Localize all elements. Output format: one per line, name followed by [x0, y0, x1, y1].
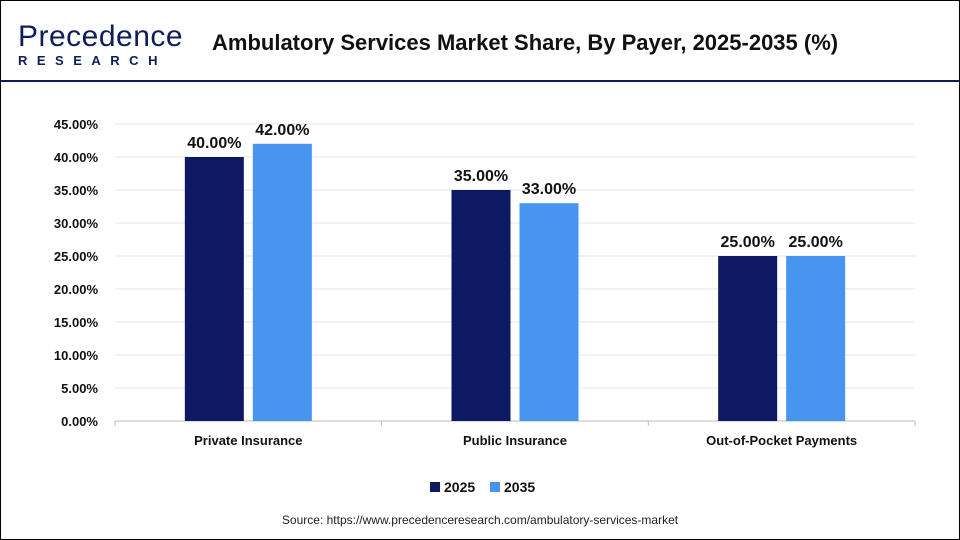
- data-label: 42.00%: [255, 122, 309, 139]
- y-tick-label: 5.00%: [61, 381, 98, 396]
- x-tick-label: Public Insurance: [463, 433, 567, 448]
- bar-2025: [451, 190, 511, 421]
- y-tick-label: 0.00%: [61, 414, 98, 429]
- legend-swatch-2035: [490, 482, 500, 492]
- source-text: Source: https://www.precedenceresearch.c…: [281, 513, 679, 527]
- y-tick-label: 15.00%: [54, 315, 99, 330]
- y-tick-label: 40.00%: [54, 150, 99, 165]
- bar-2035: [519, 203, 579, 421]
- y-tick-label: 10.00%: [54, 348, 99, 363]
- y-tick-label: 25.00%: [54, 249, 99, 264]
- legend-label: 2035: [504, 479, 535, 495]
- data-label: 35.00%: [454, 168, 508, 185]
- chart-title: Ambulatory Services Market Share, By Pay…: [212, 30, 839, 55]
- x-tick-label: Out-of-Pocket Payments: [706, 433, 857, 448]
- data-label: 25.00%: [789, 234, 843, 251]
- data-label: 25.00%: [721, 234, 775, 251]
- legend-label: 2025: [444, 479, 475, 495]
- header-divider: [0, 80, 960, 82]
- bar-2025: [184, 157, 244, 421]
- logo-text-top: Precedence: [18, 20, 184, 53]
- y-tick-label: 30.00%: [54, 216, 99, 231]
- bar-2025: [718, 256, 778, 421]
- legend-swatch-2025: [430, 482, 440, 492]
- logo: Precedence RESEARCH: [18, 20, 184, 69]
- y-tick-label: 35.00%: [54, 183, 99, 198]
- data-label: 33.00%: [522, 181, 576, 198]
- y-tick-label: 45.00%: [54, 117, 99, 132]
- bar-2035: [252, 143, 312, 422]
- data-label: 40.00%: [187, 135, 241, 152]
- logo-text-bottom: RESEARCH: [18, 53, 167, 68]
- y-tick-label: 20.00%: [54, 282, 99, 297]
- x-tick-label: Private Insurance: [194, 433, 302, 448]
- bar-2035: [786, 256, 846, 421]
